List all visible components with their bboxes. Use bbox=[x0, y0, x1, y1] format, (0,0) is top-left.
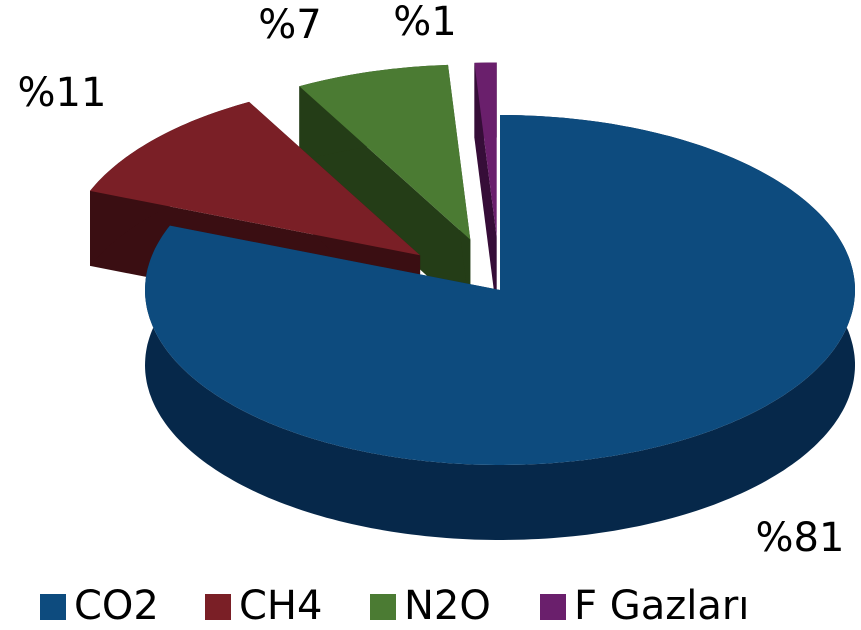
legend-swatch bbox=[40, 594, 66, 620]
legend-swatch bbox=[540, 594, 566, 620]
data-label: %11 bbox=[18, 70, 107, 116]
legend-label: N2O bbox=[404, 583, 491, 629]
legend-label: F Gazları bbox=[574, 583, 749, 629]
legend-swatch bbox=[370, 594, 396, 620]
data-label: %7 bbox=[258, 2, 321, 48]
slice bbox=[145, 115, 855, 465]
legend-label: CO2 bbox=[74, 583, 159, 629]
data-label: %81 bbox=[756, 515, 845, 561]
data-label: %1 bbox=[393, 0, 456, 45]
slice bbox=[474, 62, 497, 238]
legend-swatch bbox=[205, 594, 231, 620]
slice bbox=[299, 64, 471, 240]
slice bbox=[90, 101, 421, 256]
legend-label: CH4 bbox=[239, 583, 322, 629]
